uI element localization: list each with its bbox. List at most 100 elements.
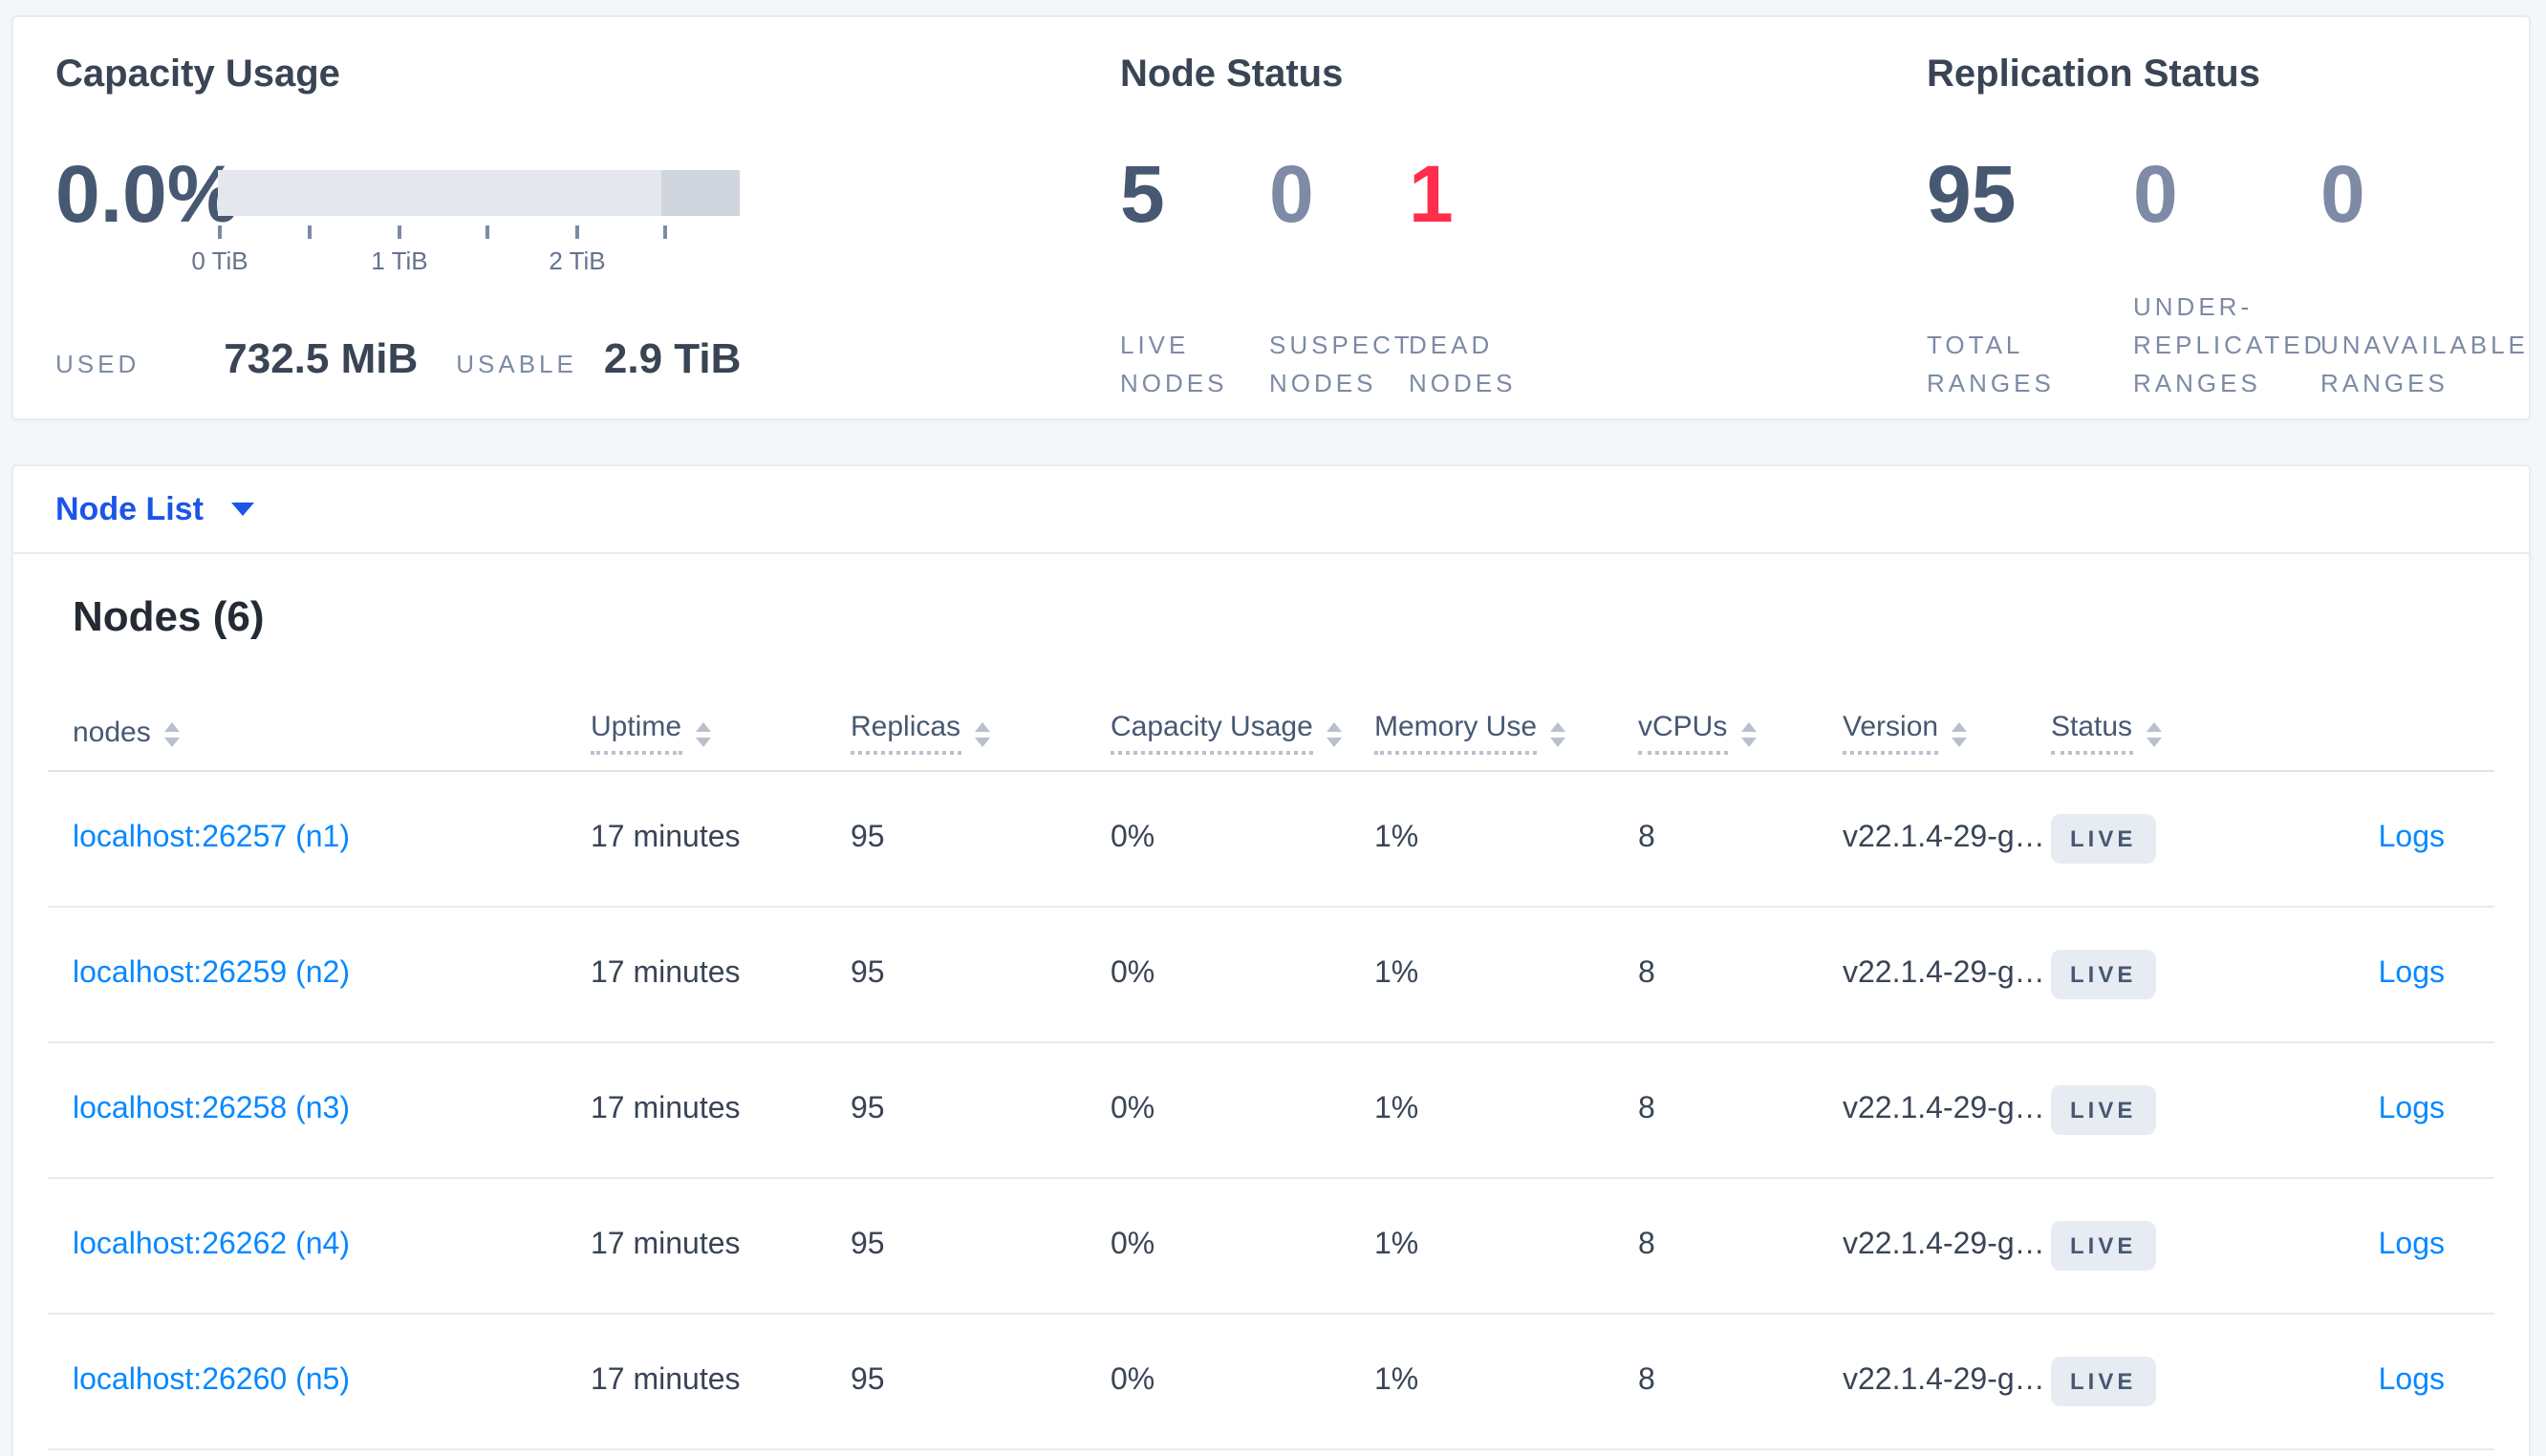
node-link[interactable]: localhost:26257 (n1) [73,822,350,854]
axis-tick [663,225,667,239]
node-status-title: Node Status [1120,54,1344,96]
sort-icon[interactable] [695,721,711,746]
axis-tick [485,225,489,239]
logs-link[interactable]: Logs [2378,822,2445,854]
under-replicated-count: 0 [2133,149,2178,239]
column-header-status[interactable]: Status [2051,711,2257,756]
live-nodes-label: LIVE NODES [1120,330,1228,397]
live-nodes-count: 5 [1120,149,1165,239]
capacity-bar [218,170,740,216]
replicas-cell: 95 [851,957,885,990]
unavailable-label: UNAVAILABLE RANGES [2320,330,2529,397]
capacity-cell: 0% [1111,1093,1155,1125]
node-list-dropdown-label[interactable]: Node List [55,490,204,526]
uptime-cell: 17 minutes [591,822,741,854]
nodes-table: Nodes (6) nodes Uptime Replicas Capacity… [13,592,2529,1450]
memory-cell: 1% [1374,957,1419,990]
uptime-cell: 17 minutes [591,957,741,990]
status-badge: LIVE [2051,950,2156,999]
replicas-cell: 95 [851,1093,885,1125]
table-row: localhost:26259 (n2) 17 minutes 95 0% 1%… [48,908,2494,1043]
column-header-replicas[interactable]: Replicas [851,711,1111,756]
suspect-nodes-label: SUSPECT NODES [1269,330,1413,397]
memory-cell: 1% [1374,1364,1419,1397]
logs-link[interactable]: Logs [2378,1093,2445,1125]
replicas-cell: 95 [851,1364,885,1397]
node-list-panel: Node List Nodes (6) nodes Uptime Replica… [11,464,2531,1456]
status-badge: LIVE [2051,814,2156,864]
nodes-table-title: Nodes (6) [73,592,265,640]
column-header-nodes[interactable]: nodes [48,717,591,750]
total-ranges-label: TOTAL RANGES [1927,330,2055,397]
version-cell: v22.1.4-29-g… [1843,1093,2045,1125]
node-list-dropdown[interactable]: Node List [13,466,2529,554]
capacity-cell: 0% [1111,957,1155,990]
axis-tick [575,225,579,239]
version-cell: v22.1.4-29-g… [1843,1364,2045,1397]
replication-status-title: Replication Status [1927,54,2260,96]
column-header-memory-use[interactable]: Memory Use [1374,711,1638,756]
logs-link[interactable]: Logs [2378,1364,2445,1397]
capacity-cell: 0% [1111,1229,1155,1261]
suspect-nodes-count: 0 [1269,149,1314,239]
capacity-bar-reserved-segment [661,170,740,216]
uptime-cell: 17 minutes [591,1093,741,1125]
axis-tick-label: 0 TiB [191,246,248,275]
column-header-uptime[interactable]: Uptime [591,711,851,756]
vcpus-cell: 8 [1638,822,1655,854]
capacity-cell: 0% [1111,1364,1155,1397]
axis-tick [308,225,312,239]
unavailable-count: 0 [2320,149,2365,239]
column-header-capacity-usage[interactable]: Capacity Usage [1111,711,1374,756]
column-header-version[interactable]: Version [1843,711,2051,756]
uptime-cell: 17 minutes [591,1229,741,1261]
sort-icon[interactable] [1952,721,1968,746]
capacity-bar-usable-segment [218,170,661,216]
vcpus-cell: 8 [1638,1229,1655,1261]
replicas-cell: 95 [851,822,885,854]
sort-icon[interactable] [1740,721,1757,746]
uptime-cell: 17 minutes [591,1364,741,1397]
used-label: USED [55,350,140,378]
node-link[interactable]: localhost:26259 (n2) [73,957,350,990]
total-ranges-count: 95 [1927,149,2017,239]
logs-link[interactable]: Logs [2378,1229,2445,1261]
table-row: localhost:26260 (n5) 17 minutes 95 0% 1%… [48,1315,2494,1450]
node-link[interactable]: localhost:26262 (n4) [73,1229,350,1261]
axis-tick-label: 2 TiB [549,246,606,275]
status-badge: LIVE [2051,1357,2156,1406]
version-cell: v22.1.4-29-g… [1843,957,2045,990]
column-header-vcpus[interactable]: vCPUs [1638,711,1843,756]
table-row: localhost:26257 (n1) 17 minutes 95 0% 1%… [48,772,2494,908]
status-badge: LIVE [2051,1085,2156,1135]
logs-link[interactable]: Logs [2378,957,2445,990]
axis-tick [398,225,401,239]
table-row: localhost:26262 (n4) 17 minutes 95 0% 1%… [48,1179,2494,1315]
sort-icon[interactable] [163,721,180,746]
node-link[interactable]: localhost:26260 (n5) [73,1364,350,1397]
replicas-cell: 95 [851,1229,885,1261]
nodes-table-header: nodes Uptime Replicas Capacity Usage Mem… [48,697,2494,772]
axis-tick-label: 1 TiB [371,246,428,275]
usable-value: 2.9 TiB [603,334,742,382]
table-row: localhost:26258 (n3) 17 minutes 95 0% 1%… [48,1043,2494,1179]
vcpus-cell: 8 [1638,1093,1655,1125]
capacity-usage-title: Capacity Usage [55,54,340,96]
sort-icon[interactable] [1326,721,1342,746]
sort-icon[interactable] [974,721,990,746]
sort-icon[interactable] [1550,721,1566,746]
sort-icon[interactable] [2146,721,2162,746]
version-cell: v22.1.4-29-g… [1843,822,2045,854]
node-link[interactable]: localhost:26258 (n3) [73,1093,350,1125]
vcpus-cell: 8 [1638,957,1655,990]
dead-nodes-label: DEAD NODES [1409,330,1517,397]
capacity-cell: 0% [1111,822,1155,854]
axis-tick [218,225,222,239]
used-value: 732.5 MiB [224,334,419,382]
memory-cell: 1% [1374,822,1419,854]
usable-label: USABLE [456,350,577,378]
under-replicated-label: UNDER- REPLICATED RANGES [2133,291,2326,397]
version-cell: v22.1.4-29-g… [1843,1229,2045,1261]
status-badge: LIVE [2051,1221,2156,1271]
